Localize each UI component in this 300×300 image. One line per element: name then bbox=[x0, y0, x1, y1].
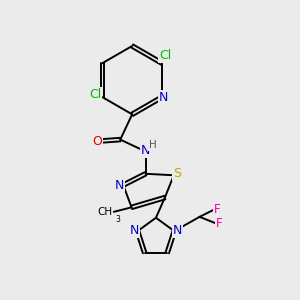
Text: Cl: Cl bbox=[159, 50, 172, 62]
Text: N: N bbox=[141, 143, 150, 157]
Text: Cl: Cl bbox=[89, 88, 101, 101]
Text: O: O bbox=[92, 135, 102, 148]
Text: CH: CH bbox=[97, 207, 112, 217]
Text: S: S bbox=[173, 167, 181, 180]
Text: N: N bbox=[115, 178, 124, 192]
Text: H: H bbox=[149, 140, 157, 150]
Text: N: N bbox=[129, 224, 139, 237]
Text: F: F bbox=[216, 217, 222, 230]
Text: 3: 3 bbox=[115, 215, 120, 224]
Text: N: N bbox=[172, 224, 182, 237]
Text: N: N bbox=[159, 91, 168, 104]
Text: F: F bbox=[214, 203, 221, 216]
